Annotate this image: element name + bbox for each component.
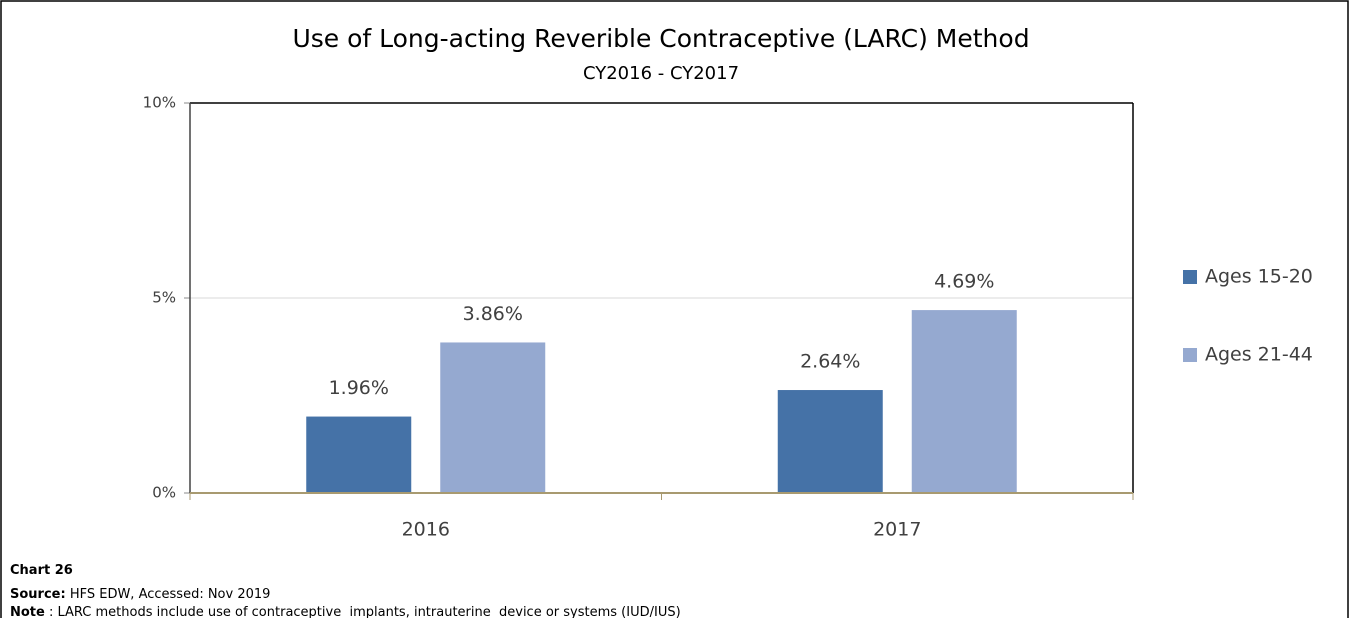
note-line: Note : LARC methods include use of contr… — [10, 605, 681, 618]
y-tick-label: 5% — [152, 289, 176, 307]
bar — [777, 390, 883, 493]
value-label: 2.64% — [800, 351, 860, 373]
chart-subtitle: CY2016 - CY2017 — [583, 63, 739, 84]
x-tick-label: 2017 — [873, 519, 921, 541]
y-tick-label: 0% — [152, 484, 176, 502]
value-label: 4.69% — [934, 271, 994, 293]
legend-label: Ages 21-44 — [1205, 344, 1313, 366]
note-text: : LARC methods include use of contracept… — [45, 605, 681, 618]
bar — [911, 310, 1017, 493]
note-label: Note — [10, 605, 45, 618]
bar — [440, 342, 546, 493]
chart-title: Use of Long-acting Reverible Contracepti… — [292, 24, 1029, 53]
legend-swatch — [1183, 270, 1197, 284]
value-label: 3.86% — [463, 303, 523, 325]
value-label: 1.96% — [329, 377, 389, 399]
x-tick-label: 2016 — [402, 519, 450, 541]
source-text: HFS EDW, Accessed: Nov 2019 — [66, 587, 271, 602]
y-tick-label: 10% — [143, 94, 176, 112]
legend-label: Ages 15-20 — [1205, 266, 1313, 288]
source-line: Source: HFS EDW, Accessed: Nov 2019 — [10, 587, 270, 602]
legend-swatch — [1183, 348, 1197, 362]
bar — [306, 416, 412, 493]
chart-label: Chart 26 — [10, 563, 73, 578]
source-label: Source: — [10, 587, 66, 602]
